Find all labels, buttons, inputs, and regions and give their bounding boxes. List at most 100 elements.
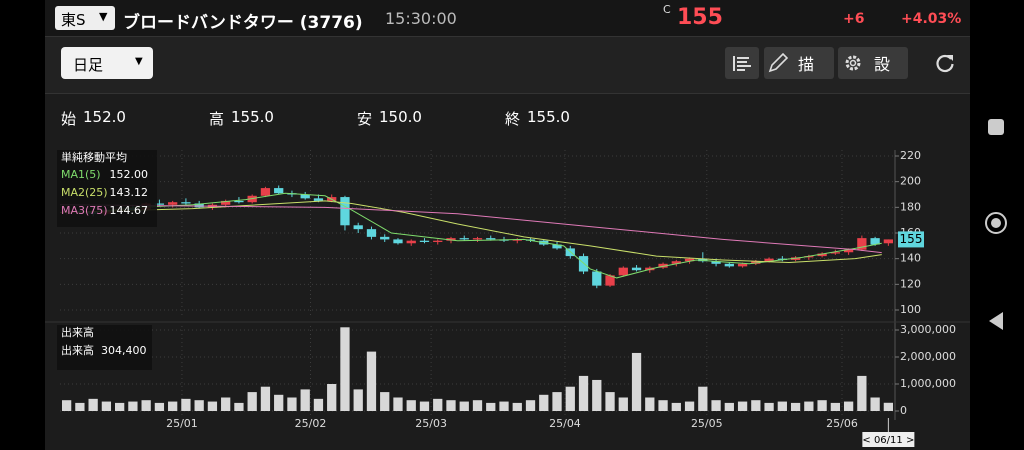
- candle-body: [406, 240, 416, 244]
- recents-button[interactable]: [988, 119, 1004, 135]
- candle-body: [446, 238, 456, 241]
- candle-body: [830, 252, 840, 254]
- price-change: +6: [843, 11, 865, 27]
- ohlc-value: 152.0: [83, 108, 126, 126]
- volume-bar: [274, 394, 284, 411]
- y-tick-label: 180: [900, 200, 921, 213]
- volume-bar: [486, 402, 496, 411]
- volume-bar: [605, 392, 615, 411]
- candle-body: [737, 263, 748, 267]
- cursor-label-bg: [862, 432, 915, 447]
- candle-body: [472, 238, 483, 240]
- volume-bar: [499, 401, 509, 411]
- ma-line: [86, 192, 882, 279]
- volume-value: 304,400: [101, 344, 147, 357]
- candle-body: [380, 236, 390, 240]
- volume-bar: [843, 401, 854, 411]
- candle-body: [843, 249, 854, 253]
- settings-label: 設定: [874, 55, 891, 74]
- back-button[interactable]: [987, 311, 1005, 331]
- candle-body: [340, 197, 350, 226]
- candle-body: [552, 244, 562, 249]
- candle-body: [857, 238, 867, 250]
- volume-bar: [194, 400, 204, 411]
- x-tick-label: 25/03: [415, 417, 447, 430]
- period-selector[interactable]: 日足 ▼: [61, 47, 153, 79]
- volume-name: 出来高: [61, 343, 94, 357]
- volume-bar: [61, 400, 72, 411]
- home-dot: [991, 218, 1001, 228]
- y-tick-label: 120: [900, 277, 921, 290]
- candle-body: [300, 194, 310, 199]
- volume-bar: [618, 397, 628, 411]
- volume-bar: [88, 398, 98, 411]
- indicator-button[interactable]: [725, 47, 759, 79]
- x-tick-label: 25/01: [166, 417, 198, 430]
- ohlc-value: 155.0: [527, 108, 570, 126]
- settings-button[interactable]: 設定: [838, 47, 908, 79]
- market-selector[interactable]: 東S ▼: [55, 6, 115, 30]
- ohlc-value: 155.0: [231, 108, 274, 126]
- volume-bar: [711, 400, 721, 411]
- candle-body: [605, 275, 615, 286]
- candle-body: [274, 188, 284, 194]
- volume-bar: [207, 401, 218, 411]
- volume-bar: [631, 352, 642, 411]
- legend-title: 単純移動平均: [61, 150, 127, 164]
- volume-bar: [366, 351, 377, 411]
- candle-body: [711, 261, 721, 264]
- candle-body: [870, 238, 880, 245]
- volume-bar: [565, 386, 575, 411]
- chart: 10012014016018020022001,000,0002,000,000…: [45, 149, 970, 447]
- volume-bar: [459, 401, 469, 411]
- candle-body: [724, 263, 734, 267]
- volume-bar: [300, 389, 310, 411]
- candle-body: [366, 229, 377, 237]
- y-tick-label: 200: [900, 175, 921, 188]
- legend-name: MA2(25): [61, 186, 108, 199]
- quote-time: 15:30:00: [385, 9, 457, 28]
- refresh-button[interactable]: [933, 51, 957, 75]
- candle-body: [459, 238, 469, 240]
- ma-line: [59, 200, 882, 264]
- volume-bar: [446, 400, 456, 411]
- volume-bar: [552, 392, 562, 411]
- draw-button[interactable]: 描画: [764, 47, 834, 79]
- candle-body: [764, 258, 774, 262]
- x-tick-label: 25/02: [295, 417, 327, 430]
- candle-body: [817, 253, 827, 257]
- volume-bar: [247, 392, 257, 411]
- volume-bar: [684, 401, 695, 411]
- volume-tick-label: 0: [900, 404, 907, 417]
- volume-title: 出来高: [61, 325, 94, 339]
- legend-name: MA1(5): [61, 168, 101, 181]
- volume-bar: [141, 400, 151, 411]
- home-button[interactable]: [985, 212, 1007, 234]
- candle-body: [618, 267, 628, 276]
- price-tag-bg: [898, 231, 924, 248]
- candle-body: [486, 238, 496, 240]
- ma-line: [59, 204, 882, 254]
- legend-name: MA3(75): [61, 204, 108, 217]
- volume-bar: [671, 402, 681, 411]
- y-tick-label: 220: [900, 149, 921, 162]
- price-tag: 155: [900, 232, 923, 246]
- legend-value: 152.00: [110, 168, 149, 181]
- volume-bar: [181, 398, 191, 411]
- volume-bar: [260, 386, 271, 411]
- ohlc-row: 始 152.0 高 155.0 安 150.0 終 155.0: [45, 94, 970, 134]
- volume-tick-label: 3,000,000: [900, 323, 956, 336]
- candle-body: [883, 239, 894, 244]
- ohlc-label: 始: [61, 110, 77, 128]
- volume-bar: [101, 401, 112, 411]
- volume-bar: [353, 389, 363, 411]
- market-label: 東S: [61, 11, 86, 29]
- candle-body: [684, 258, 695, 262]
- volume-bar: [578, 375, 589, 411]
- x-tick-label: 25/06: [826, 417, 858, 430]
- volume-bar: [75, 402, 85, 411]
- volume-bar: [764, 402, 774, 411]
- volume-bar: [128, 401, 138, 411]
- dropdown-arrow: ▼: [135, 56, 143, 67]
- volume-bar: [737, 401, 748, 411]
